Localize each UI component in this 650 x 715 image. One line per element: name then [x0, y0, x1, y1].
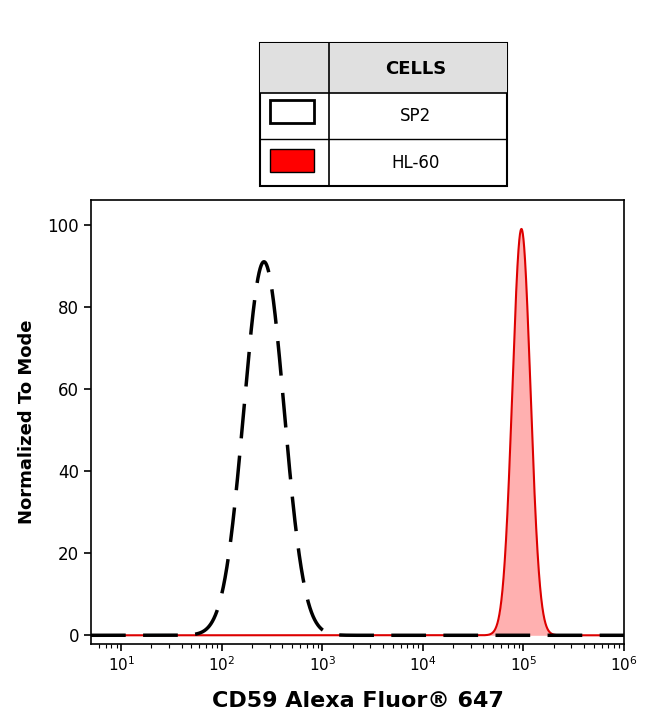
Y-axis label: Normalized To Mode: Normalized To Mode [18, 320, 36, 524]
FancyBboxPatch shape [260, 43, 507, 93]
Text: HL-60: HL-60 [391, 154, 440, 172]
FancyBboxPatch shape [260, 43, 507, 186]
X-axis label: CD59 Alexa Fluor® 647: CD59 Alexa Fluor® 647 [211, 691, 504, 711]
Text: SP2: SP2 [400, 107, 431, 125]
Text: CELLS: CELLS [385, 59, 447, 78]
FancyBboxPatch shape [270, 149, 315, 172]
FancyBboxPatch shape [270, 100, 315, 123]
